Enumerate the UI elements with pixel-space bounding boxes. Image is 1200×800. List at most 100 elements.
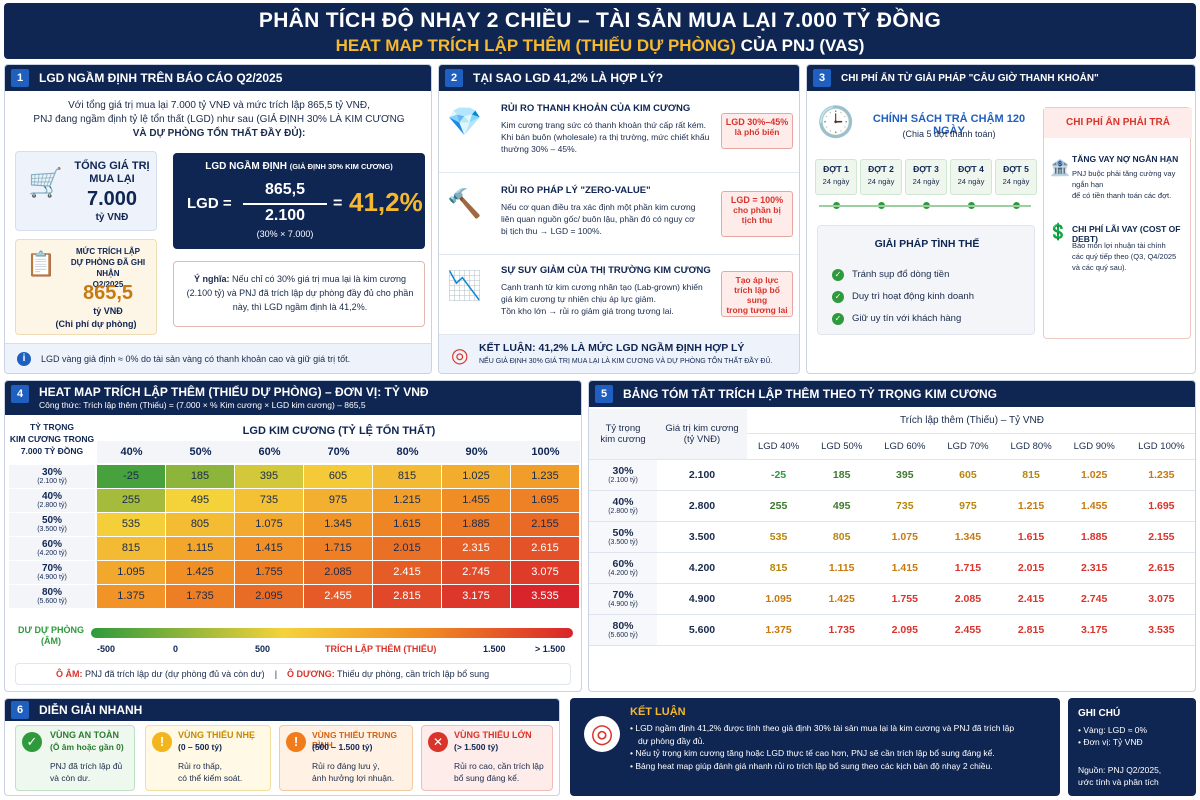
heatmap-cell: 1.375 <box>97 585 165 608</box>
summary-row: 50% (3.500 tỷ) 3.500 535 805 1.075 1.345 1.615 1… <box>589 521 1195 553</box>
payment-stage: ĐỢT 5 24 ngày <box>995 159 1037 195</box>
share-value: (3.500 tỷ) <box>608 539 638 546</box>
summary-cell: 535 <box>747 521 811 553</box>
summary-cell: 1.115 <box>810 552 874 584</box>
heatmap-row-label: 70% (4.900 tỷ) <box>9 561 95 585</box>
total-value-card: 🛒 TỔNG GIÁ TRỊ MUA LẠI 7.000 tỷ VNĐ <box>15 151 157 231</box>
summary-cell: 2.095 <box>873 614 937 646</box>
heatmap-cell: 1.885 <box>442 513 510 536</box>
legend-tick: -500 <box>97 644 116 654</box>
s2-conclusion: ◎ KẾT LUẬN: 41,2% LÀ MỨC LGD NGẦM ĐỊNH H… <box>439 335 799 373</box>
stage-days: 24 ngày <box>1002 177 1030 186</box>
summary-lgd-col: LGD 80% <box>999 433 1063 460</box>
color-legend-bar <box>91 628 573 638</box>
fraction-bar <box>243 203 327 205</box>
payment-stage: ĐỢT 2 24 ngày <box>860 159 902 195</box>
warning-icon: ! <box>152 732 172 752</box>
heatmap-row-label: 30% (2.100 tỷ) <box>9 465 95 489</box>
heatmap-cell: 1.455 <box>442 489 510 512</box>
check-icon: ✓ <box>832 269 844 281</box>
summary-cell: 1.715 <box>936 552 1000 584</box>
row-value: (2.100 tỷ) <box>37 478 67 485</box>
share: 30% <box>612 465 634 477</box>
summary-cell: 3.075 <box>1125 583 1195 615</box>
solution-item: ✓ Giữ uy tín với khách hàng <box>832 308 974 330</box>
summary-cell: 2.745 <box>1062 583 1126 615</box>
heatmap-cell: 1.735 <box>166 585 234 608</box>
heatmap-cell: 395 <box>235 465 303 488</box>
row-value: (5.600 tỷ) <box>37 598 67 605</box>
summary-lgd-col: LGD 100% <box>1125 433 1195 460</box>
solution-box: GIẢI PHÁP TÌNH THẾ ✓ Tránh sụp đổ dòng ti… <box>817 225 1035 335</box>
share-value: (4.900 tỷ) <box>608 601 638 608</box>
summary-cell: 1.615 <box>999 521 1063 553</box>
heatmap-row-label: 40% (2.800 tỷ) <box>9 489 95 513</box>
summary-lgd-col: LGD 40% <box>747 433 811 460</box>
heatmap-row-label: 80% (5.600 tỷ) <box>9 585 95 609</box>
s1-footnote: i LGD vàng giả định ≈ 0% do tài sản vàng… <box>5 343 431 373</box>
summary-cell: 2.815 <box>999 614 1063 646</box>
heatmap-cell: 1.075 <box>235 513 303 536</box>
summary-cell: 1.235 <box>1125 459 1195 491</box>
heatmap-col-label: 40% <box>97 441 166 463</box>
solution-text: Giữ uy tín với khách hàng <box>852 313 962 324</box>
stage-label: ĐỢT 1 <box>823 164 849 174</box>
stage-label: ĐỢT 2 <box>868 164 894 174</box>
heatmap-cell: 3.175 <box>442 585 510 608</box>
summary-row: 80% (5.600 tỷ) 5.600 1.375 1.735 2.095 2.455 2.… <box>589 614 1195 646</box>
summary-diamond-value: 2.100 <box>657 459 747 491</box>
summary-diamond-value: 3.500 <box>657 521 747 553</box>
heatmap-cell: 2.745 <box>442 561 510 584</box>
solution-item: ✓ Duy trì hoạt động kinh doanh <box>832 286 974 308</box>
summary-cell: 1.095 <box>747 583 811 615</box>
heatmap-cell: 1.345 <box>304 513 372 536</box>
target-icon: ◎ <box>584 716 620 752</box>
row-share: 30% <box>41 467 62 478</box>
row-share: 80% <box>41 587 62 598</box>
row-value: (4.200 tỷ) <box>37 550 67 557</box>
summary-cell: 1.375 <box>747 614 811 646</box>
summary-cell: 975 <box>936 490 1000 522</box>
summary-cell: 2.085 <box>936 583 1000 615</box>
summary-cell: 815 <box>747 552 811 584</box>
summary-cell: 1.215 <box>999 490 1063 522</box>
risk-tag: LGD 30%–45% là phổ biến <box>721 113 793 149</box>
heatmap-cell: 255 <box>97 489 165 512</box>
zone-medium: ! VÙNG THIẾU TRUNG BÌNH (500 – 1.500 tỷ)… <box>279 725 413 791</box>
summary-share: 60% (4.200 tỷ) <box>589 552 657 584</box>
summary-cell: 185 <box>810 459 874 491</box>
heatmap-col-label: 80% <box>373 441 442 463</box>
heatmap-cell: -25 <box>97 465 165 488</box>
heatmap-cell: 605 <box>304 465 372 488</box>
heatmap-cell: 1.095 <box>97 561 165 584</box>
summary-cell: 1.735 <box>810 614 874 646</box>
conclusion-box: ◎ KẾT LUẬN • LGD ngầm định 41,2% được tí… <box>570 698 1060 796</box>
share-value: (4.200 tỷ) <box>608 570 638 577</box>
risk-market: 📉 SỰ SUY GIẢM CỦA THỊ TRƯỜNG KIM CƯƠNG C… <box>439 255 799 335</box>
page-subtitle: HEAT MAP TRÍCH LẬP THÊM (THIẾU DỰ PHÒNG)… <box>335 36 865 55</box>
solution-item: ✓ Tránh sụp đổ dòng tiền <box>832 264 974 286</box>
payment-stages: ĐỢT 1 24 ngày ĐỢT 2 24 ngày ĐỢT 3 24 ngày ĐỢT … <box>815 159 1037 209</box>
stage-days: 24 ngày <box>957 177 985 186</box>
lgd-result: 41,2% <box>349 187 423 217</box>
stage-days: 24 ngày <box>867 177 895 186</box>
share: 50% <box>612 527 634 539</box>
summary-diamond-value: 4.900 <box>657 583 747 615</box>
summary-share: 30% (2.100 tỷ) <box>589 459 657 491</box>
info-icon: i <box>17 352 31 366</box>
summary-grid: Tỷ trọng kim cương Giá trị kim cương (tỷ VN… <box>589 409 1195 646</box>
summary-diamond-value: 2.800 <box>657 490 747 522</box>
summary-cell: 805 <box>810 521 874 553</box>
solution-text: Duy trì hoạt động kinh doanh <box>852 291 975 302</box>
summary-subheader-row: LGD 40% LGD 50% LGD 60% LGD 70% LGD 80% LGD 9… <box>589 433 1195 460</box>
summary-cell: 3.175 <box>1062 614 1126 646</box>
heatmap-cell: 2.415 <box>373 561 441 584</box>
section-lgd-implied: 1 LGD NGẦM ĐỊNH TRÊN BÁO CÁO Q2/2025 Với … <box>4 64 432 374</box>
heatmap-cell: 2.615 <box>511 537 579 560</box>
page-title: PHÂN TÍCH ĐỘ NHẠY 2 CHIỀU – TÀI SẢN MUA … <box>258 9 942 32</box>
summary-cell: -25 <box>747 459 811 491</box>
zone-light: ! VÙNG THIẾU NHẸ (0 – 500 tỷ) Rủi ro thấ… <box>145 725 271 791</box>
diamond-icon: 💎 <box>447 106 482 137</box>
summary-cell: 815 <box>999 459 1063 491</box>
summary-share: 70% (4.900 tỷ) <box>589 583 657 615</box>
